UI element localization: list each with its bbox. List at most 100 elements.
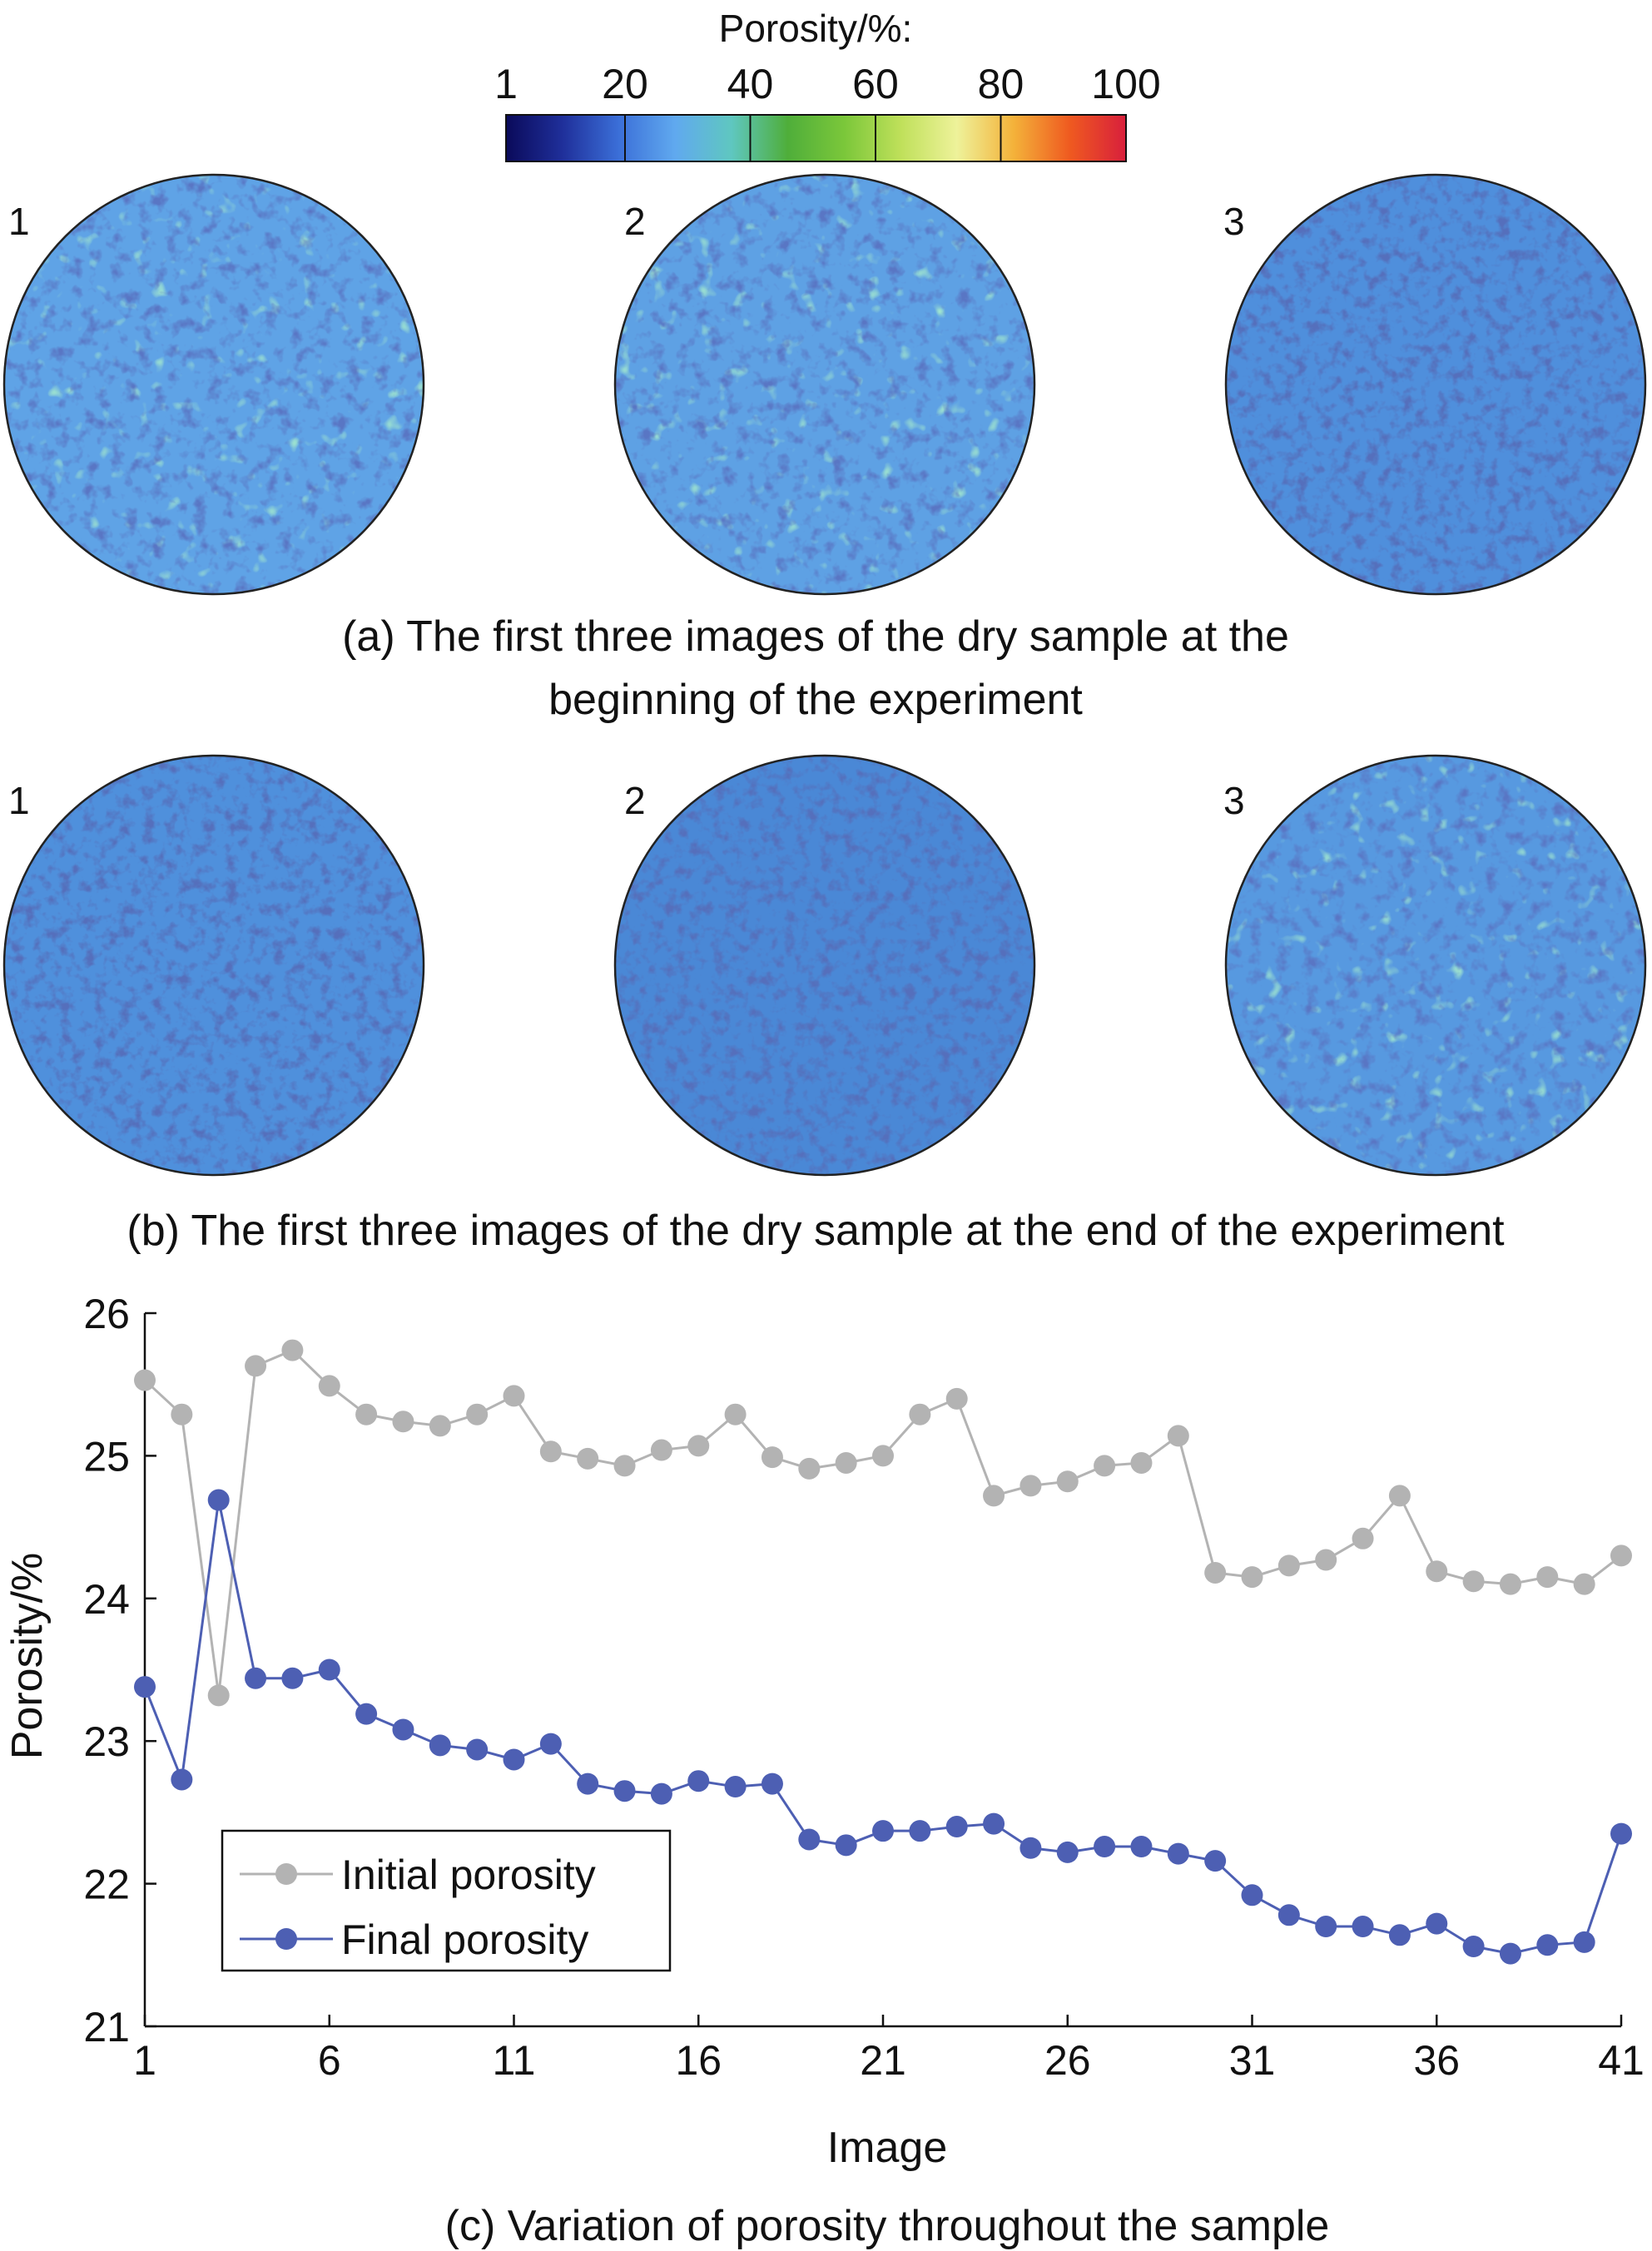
colorbar: Porosity/%: 1 20 40 60 80 100: [494, 7, 1161, 162]
data-point-initial: [503, 1385, 525, 1407]
data-point-initial: [1241, 1566, 1263, 1589]
data-point-initial: [909, 1403, 931, 1425]
data-point-initial: [1388, 1485, 1411, 1507]
x-tick-label: 1: [133, 2037, 156, 2084]
data-point-initial: [1204, 1561, 1227, 1584]
data-point-initial: [134, 1369, 156, 1391]
data-point-initial: [355, 1403, 378, 1425]
x-tick-label: 16: [675, 2037, 722, 2084]
data-point-initial: [171, 1403, 193, 1425]
data-point-initial: [1352, 1527, 1374, 1549]
panel-a-label-1: 1: [8, 200, 30, 243]
data-point-final: [1610, 1822, 1632, 1845]
x-tick-label: 41: [1598, 2037, 1645, 2084]
legend-label-initial: Initial porosity: [341, 1852, 596, 1898]
data-point-initial: [761, 1446, 783, 1469]
y-tick-label: 21: [83, 2004, 130, 2050]
colorbar-tick-label: 1: [494, 61, 518, 107]
data-point-final: [1573, 1931, 1595, 1953]
data-point-final: [724, 1776, 747, 1798]
data-point-initial: [872, 1445, 894, 1467]
data-point-initial: [798, 1457, 821, 1480]
porosity-map-a1: [2, 173, 425, 596]
data-point-initial: [245, 1355, 267, 1377]
data-point-initial: [724, 1403, 747, 1425]
panel-a: 1 2 3 (a) The first three images of the …: [2, 173, 1647, 724]
data-point-initial: [1499, 1573, 1521, 1595]
panel-c-caption: (c) Variation of porosity throughout the…: [445, 2202, 1330, 2250]
data-point-initial: [1315, 1549, 1337, 1571]
data-point-final: [1388, 1924, 1411, 1946]
data-point-initial: [1573, 1573, 1595, 1595]
data-point-final: [245, 1667, 267, 1689]
colorbar-tick-label: 60: [852, 61, 899, 107]
data-point-initial: [429, 1415, 451, 1437]
data-point-final: [577, 1773, 599, 1795]
y-tick-label: 24: [83, 1576, 130, 1623]
data-point-initial: [1056, 1470, 1079, 1493]
data-point-final: [1462, 1936, 1485, 1958]
data-point-final: [355, 1703, 378, 1725]
legend-marker-initial: [275, 1863, 297, 1885]
data-point-final: [171, 1768, 193, 1791]
y-axis-label: Porosity/%: [3, 1553, 52, 1760]
data-point-final: [281, 1667, 304, 1689]
data-point-final: [761, 1773, 783, 1795]
x-axis-label: Image: [827, 2124, 948, 2172]
data-point-initial: [613, 1455, 636, 1477]
panel-b-label-1: 1: [8, 779, 30, 822]
data-point-final: [1315, 1916, 1337, 1938]
data-point-final: [466, 1738, 489, 1761]
panel-b-label-3: 3: [1223, 779, 1245, 822]
data-point-final: [1536, 1934, 1559, 1956]
data-point-initial: [1019, 1475, 1042, 1497]
data-point-initial: [1536, 1566, 1559, 1589]
data-point-final: [1167, 1842, 1189, 1865]
data-point-initial: [318, 1375, 340, 1397]
data-point-initial: [1130, 1451, 1153, 1474]
colorbar-gradient: [505, 114, 1127, 162]
data-point-initial: [392, 1411, 414, 1433]
data-point-final: [1426, 1912, 1448, 1935]
x-tick-label: 31: [1229, 2037, 1276, 2084]
x-tick-label: 26: [1044, 2037, 1091, 2084]
data-point-final: [1056, 1841, 1079, 1863]
data-point-final: [1277, 1904, 1300, 1926]
data-point-final: [503, 1748, 525, 1771]
data-point-final: [1130, 1836, 1153, 1858]
data-point-initial: [1094, 1455, 1116, 1477]
data-point-initial: [281, 1339, 304, 1361]
colorbar-tick-label: 40: [727, 61, 774, 107]
data-point-final: [1241, 1884, 1263, 1906]
porosity-map-b3: [1224, 754, 1647, 1177]
legend-label-final: Final porosity: [341, 1916, 588, 1963]
x-tick-label: 21: [860, 2037, 906, 2084]
data-point-final: [650, 1782, 672, 1805]
data-point-final: [1352, 1916, 1374, 1938]
data-point-initial: [539, 1440, 562, 1463]
data-point-final: [945, 1816, 968, 1838]
data-point-final: [1499, 1942, 1521, 1965]
porosity-map-b1: [2, 754, 425, 1177]
data-point-final: [134, 1676, 156, 1698]
x-tick-label: 6: [318, 2037, 341, 2084]
data-point-final: [207, 1489, 230, 1511]
porosity-map-a3: [1224, 173, 1647, 596]
y-tick-label: 23: [83, 1718, 130, 1765]
panel-a-label-2: 2: [624, 200, 646, 243]
data-point-final: [1094, 1836, 1116, 1858]
data-point-initial: [835, 1451, 857, 1474]
y-tick-label: 26: [83, 1291, 130, 1337]
x-tick-label: 36: [1413, 2037, 1460, 2084]
colorbar-title: Porosity/%:: [719, 7, 913, 50]
data-point-final: [318, 1659, 340, 1681]
colorbar-tick-label: 100: [1091, 61, 1160, 107]
data-point-initial: [1610, 1544, 1632, 1567]
x-tick-label: 11: [493, 2037, 536, 2084]
data-point-final: [798, 1828, 821, 1851]
data-point-final: [909, 1820, 931, 1842]
data-point-initial: [466, 1403, 489, 1425]
series-line-initial: [143, 1348, 1622, 1696]
data-point-final: [1204, 1850, 1227, 1872]
